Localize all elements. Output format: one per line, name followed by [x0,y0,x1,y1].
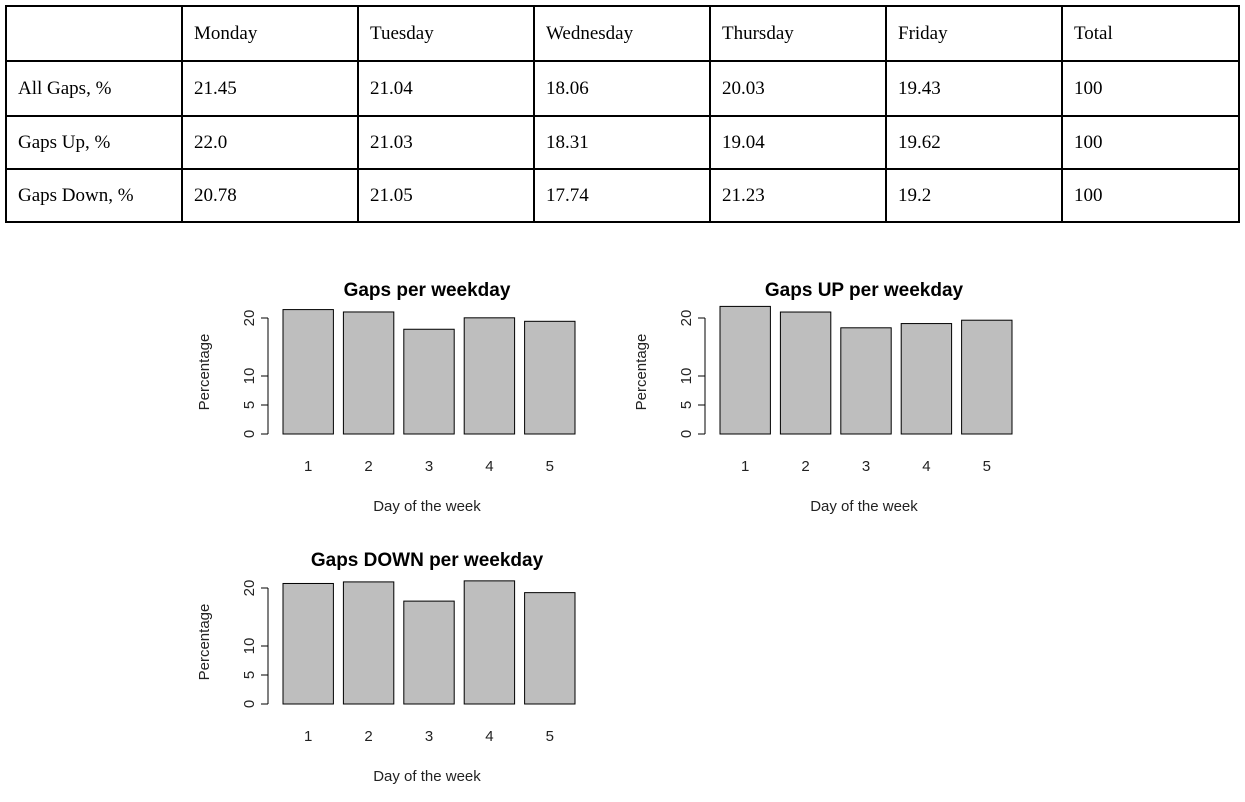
table-cell: 100 [1061,115,1240,170]
bar [463,580,516,705]
table-cell: 19.62 [885,115,1063,170]
x-axis-label: Day of the week [810,498,918,515]
chart-title: Gaps DOWN per weekday [311,550,544,571]
y-tick-label: 20 [241,310,258,327]
x-tick-label: 4 [922,458,930,475]
y-tick-label: 0 [241,700,258,708]
bar [342,311,395,435]
y-tick-label: 0 [241,430,258,438]
bar [403,328,455,435]
header-cell: Friday [885,5,1063,62]
header-cell: Tuesday [357,5,535,62]
header-cell: Monday [181,5,359,62]
x-tick-label: 2 [801,458,809,475]
y-tick-label: 5 [241,401,258,409]
bar [282,582,334,705]
header-cell: Thursday [709,5,887,62]
table-cell: 100 [1061,60,1240,117]
row-label: Gaps Up, % [5,115,183,170]
table-cell: 18.31 [533,115,711,170]
y-tick-label: 5 [241,671,258,679]
y-tick-label: 20 [241,580,258,597]
x-tick-label: 1 [304,458,312,475]
table-cell: 19.43 [885,60,1063,117]
x-tick-label: 3 [862,458,870,475]
table-cell: 21.05 [357,168,535,223]
table-cell: 20.78 [181,168,359,223]
bar [719,305,771,435]
x-tick-label: 3 [425,728,433,745]
y-tick-label: 20 [678,310,695,327]
x-axis-label: Day of the week [373,498,481,515]
header-cell: Wednesday [533,5,711,62]
bar [524,320,576,435]
table-row: Gaps Up, % 22.0 21.03 18.31 19.04 19.62 100 [5,115,1240,170]
x-tick-label: 4 [485,458,493,475]
table-cell: 21.45 [181,60,359,117]
row-label: All Gaps, % [5,60,183,117]
table-cell: 17.74 [533,168,711,223]
table-cell: 21.23 [709,168,887,223]
x-tick-label: 1 [304,728,312,745]
bar [403,600,455,705]
header-row: Monday Tuesday Wednesday Thursday Friday Tota… [5,5,1240,62]
y-tick-label: 10 [241,638,258,655]
x-axis-label: Day of the week [373,768,481,785]
x-tick-label: 3 [425,458,433,475]
table-cell: 21.03 [357,115,535,170]
bar [463,317,516,435]
y-tick-label: 10 [241,368,258,385]
table-cell: 20.03 [709,60,887,117]
y-tick-label: 5 [678,401,695,409]
x-tick-label: 2 [364,458,372,475]
table-cell: 18.06 [533,60,711,117]
chart-title: Gaps UP per weekday [765,280,964,301]
x-tick-label: 4 [485,728,493,745]
gap-table: Monday Tuesday Wednesday Thursday Friday Tota… [5,5,1240,223]
y-axis-label: Percentage [196,604,213,681]
bar [342,581,395,705]
table-row: Gaps Down, % 20.78 21.05 17.74 21.23 19.2 100 [5,168,1240,223]
x-tick-label: 1 [741,458,749,475]
x-tick-label: 2 [364,728,372,745]
chart-title: Gaps per weekday [344,280,511,301]
bar [524,592,576,705]
y-tick-label: 0 [678,430,695,438]
table-cell: 19.04 [709,115,887,170]
corner-cell [5,5,183,62]
bar [961,319,1013,435]
bar [840,327,892,435]
table-cell: 21.04 [357,60,535,117]
y-axis-label: Percentage [633,334,650,411]
header-cell: Total [1061,5,1240,62]
row-label: Gaps Down, % [5,168,183,223]
y-tick-label: 10 [678,368,695,385]
table-cell: 100 [1061,168,1240,223]
x-tick-label: 5 [983,458,991,475]
table-cell: 22.0 [181,115,359,170]
x-tick-label: 5 [546,458,554,475]
bar [282,309,334,435]
x-tick-label: 5 [546,728,554,745]
bar [779,311,832,435]
bar [900,323,953,435]
table-row: All Gaps, % 21.45 21.04 18.06 20.03 19.43 100 [5,60,1240,117]
table-cell: 19.2 [885,168,1063,223]
y-axis-label: Percentage [196,334,213,411]
